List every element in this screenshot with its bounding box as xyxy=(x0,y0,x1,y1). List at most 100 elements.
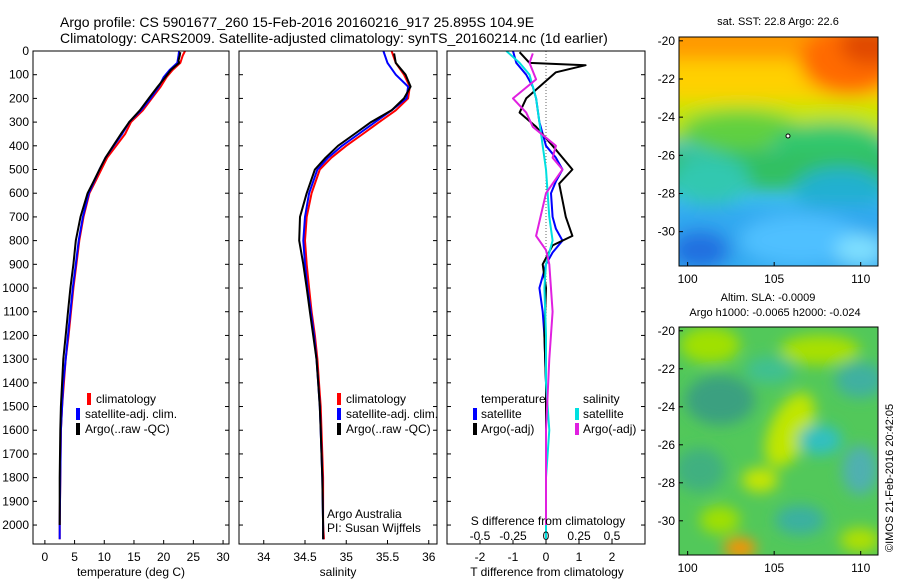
sst-frame xyxy=(678,36,879,267)
x-tick-label: 10 xyxy=(98,550,112,564)
legend-swatch-argo xyxy=(337,423,341,435)
x-tick-label: 0 xyxy=(42,550,49,564)
depth-tick-label: 2000 xyxy=(2,518,29,532)
difference-x-axis: -2 -1 0 1 2 xyxy=(475,540,616,564)
legend-swatch-t-argo xyxy=(473,423,477,435)
legend-label-s-argo: Argo(-adj) xyxy=(583,422,636,436)
depth-tick-label: 100 xyxy=(9,68,29,82)
salinity-x-axis: 34 34.5 35 35.5 36 xyxy=(257,540,436,564)
difference-panel: -2 -1 0 1 2 -0.5 -0.25 0 0.25 0.5 S difference f… xyxy=(446,50,646,579)
sla-lat-axis: -20 -22 -24 -26 -28 -30 xyxy=(658,324,683,528)
legend-swatch-climatology xyxy=(87,393,91,405)
depth-tick-label: 500 xyxy=(9,163,29,177)
depth-tick-label: 1300 xyxy=(2,352,29,366)
x-tick-label: 36 xyxy=(422,550,436,564)
sst-map-panel: sat. SST: 22.8 Argo: 22.6 - xyxy=(658,16,879,286)
series-line-satellite-adj-clim- xyxy=(58,51,181,540)
series-line-argo xyxy=(298,53,412,540)
x-tick-label: 30 xyxy=(216,550,230,564)
depth-tick-label: 300 xyxy=(9,115,29,129)
sst-lat-axis: -20 -22 -24 -26 -28 -30 xyxy=(658,34,683,239)
lat-tick-label: -24 xyxy=(658,400,676,414)
legend-label-satellite: satellite-adj. clim. xyxy=(85,407,177,421)
legend-label-satellite: satellite-adj. clim. xyxy=(346,407,438,421)
series-line-climatology xyxy=(58,51,186,540)
legend-label-s-satellite: satellite xyxy=(583,407,624,421)
depth-tick-label: 900 xyxy=(9,257,29,271)
lat-tick-label: -28 xyxy=(658,186,676,200)
s-tick-label: -0.25 xyxy=(499,529,527,543)
depth-tick-label: 1400 xyxy=(2,376,29,390)
salinity-series-lines xyxy=(298,51,412,540)
imos-credit: ©IMOS 21-Feb-2016 20:42:05 xyxy=(884,404,896,552)
legend-label-argo: Argo(..raw -QC) xyxy=(85,422,170,436)
t-difference-label: T difference from climatology xyxy=(470,565,624,579)
temperature-series-lines xyxy=(58,51,186,540)
series-line-climatology xyxy=(304,51,411,540)
legend-group-temperature: temperature xyxy=(481,392,546,406)
argo-position-marker xyxy=(785,133,791,139)
series-line-satellite-adj-clim- xyxy=(302,51,410,540)
x-tick-label: 5 xyxy=(71,550,78,564)
x-tick-label: 34.5 xyxy=(293,550,317,564)
s-tick-label: 0.5 xyxy=(604,529,621,543)
legend-swatch-s-satellite xyxy=(575,408,579,420)
title-line-2: Climatology: CARS2009. Satellite-adjuste… xyxy=(60,30,608,46)
salinity-legend: climatology satellite-adj. clim. Argo(..… xyxy=(337,392,438,436)
depth-tick-label: 1600 xyxy=(2,423,29,437)
s-tick-label: 0 xyxy=(543,529,550,543)
lon-tick-label: 105 xyxy=(764,561,784,575)
depth-tick-label: 1200 xyxy=(2,328,29,342)
series-line-argo xyxy=(58,52,182,525)
depth-tick-label: 1900 xyxy=(2,494,29,508)
temperature-xlabel: temperature (deg C) xyxy=(77,565,185,579)
depth-tick-label: 1500 xyxy=(2,400,29,414)
temperature-panel: 0100200300400500600700800900100011001200… xyxy=(2,44,645,579)
lat-tick-label: -24 xyxy=(658,110,676,124)
s-difference-label: S difference from climatology xyxy=(471,514,626,528)
legend-label-climatology: climatology xyxy=(346,392,406,406)
legend-label-t-satellite: satellite xyxy=(481,407,522,421)
lon-tick-label: 110 xyxy=(851,272,870,286)
x-tick-label: 20 xyxy=(157,550,171,564)
lat-tick-label: -26 xyxy=(658,438,676,452)
difference-series-lines xyxy=(505,51,587,544)
temperature-legend: climatology satellite-adj. clim. Argo(..… xyxy=(76,392,177,436)
lat-tick-label: -20 xyxy=(658,34,676,48)
x-tick-label: 35 xyxy=(340,550,354,564)
sla-title: Altim. SLA: -0.0009 xyxy=(721,292,816,304)
legend-label-argo: Argo(..raw -QC) xyxy=(346,422,431,436)
legend-group-salinity: salinity xyxy=(583,392,620,406)
depth-tick-label: 200 xyxy=(9,91,29,105)
x-tick-label: 0 xyxy=(543,550,550,564)
depth-tick-label: 1800 xyxy=(2,471,29,485)
sla-map-panel: Altim. SLA: -0.0009 Argo h1000: -0.0065 … xyxy=(658,292,879,575)
temperature-x-axis: 0 5 10 15 20 25 30 xyxy=(42,540,230,564)
sla-subtitle: Argo h1000: -0.0065 h2000: -0.024 xyxy=(689,307,860,319)
lat-tick-label: -26 xyxy=(658,148,676,162)
depth-tick-label: 700 xyxy=(9,210,29,224)
lon-tick-label: 100 xyxy=(678,561,698,575)
lat-tick-label: -30 xyxy=(658,225,676,239)
sst-lon-axis: 100 105 110 xyxy=(678,262,871,286)
lat-tick-label: -22 xyxy=(658,72,676,86)
sst-heatmap xyxy=(679,37,878,266)
annotation-pi: PI: Susan Wijffels xyxy=(327,521,421,535)
depth-tick-label: 400 xyxy=(9,139,29,153)
x-tick-label: 1 xyxy=(576,550,583,564)
lat-tick-label: -22 xyxy=(658,362,676,376)
depth-tick-label: 1100 xyxy=(3,305,29,319)
temperature-frame xyxy=(32,50,230,545)
series-line-salinity-argo xyxy=(512,53,564,525)
depth-tick-label: 800 xyxy=(9,234,29,248)
salinity-frame xyxy=(238,50,438,545)
lat-tick-label: -20 xyxy=(658,324,676,338)
legend-swatch-satellite xyxy=(76,408,80,420)
legend-swatch-argo xyxy=(76,423,80,435)
x-tick-label: 34 xyxy=(257,550,271,564)
lon-tick-label: 105 xyxy=(764,272,784,286)
sla-heatmap xyxy=(679,327,878,555)
s-tick-label: 0.25 xyxy=(567,529,591,543)
lat-tick-label: -30 xyxy=(658,514,676,528)
